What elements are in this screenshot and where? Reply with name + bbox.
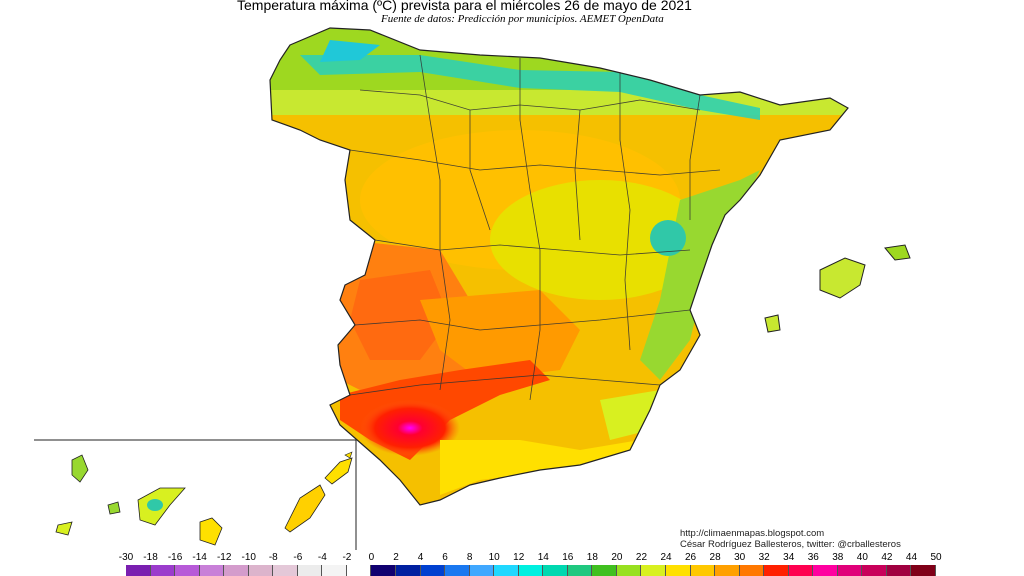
legend-tick-label: 32 (758, 552, 770, 563)
legend-tick-label: 18 (586, 552, 598, 563)
legend-tick-label: -4 (317, 552, 327, 563)
legend-tick-label: -12 (216, 552, 232, 563)
legend-swatch (715, 565, 740, 576)
legend-tick-label: 4 (417, 552, 424, 563)
legend-swatch (175, 565, 200, 576)
legend-tick-label: 6 (442, 552, 448, 563)
legend-swatch (567, 565, 593, 576)
legend-swatch (469, 565, 495, 576)
legend-tick-label: 8 (466, 552, 473, 563)
legend-swatch (273, 565, 298, 576)
balearic-islands (764, 244, 911, 333)
legend-swatch (616, 565, 642, 576)
legend-swatch (420, 565, 446, 576)
legend-tick-label: 28 (709, 552, 721, 563)
legend-tick-label: -8 (268, 552, 278, 563)
legend-swatch (396, 565, 421, 576)
credits-author: César Rodríguez Ballesteros, twitter: @c… (680, 539, 901, 550)
legend-swatch (518, 565, 544, 576)
legend-tick-label: 44 (905, 552, 918, 563)
peninsula-outline (269, 27, 849, 506)
credits-url: http://climaenmapas.blogspot.com (680, 528, 825, 539)
legend-swatch (739, 565, 765, 576)
legend-tick-label: -30 (118, 552, 134, 563)
legend-swatch (322, 565, 347, 576)
legend-swatch (690, 565, 716, 576)
legend-swatch (248, 565, 274, 576)
legend-tick-label: -14 (192, 552, 207, 563)
legend-tick-label: 26 (684, 552, 697, 563)
legend-tick-label: 34 (783, 552, 795, 563)
legend-swatch (592, 565, 617, 576)
legend-tick-label: -6 (293, 552, 303, 563)
legend-swatch (764, 565, 789, 576)
legend-tick-label: 2 (393, 552, 399, 563)
map-subtitle: Fuente de datos: Predicción por municipi… (381, 13, 664, 25)
legend-swatch (837, 565, 863, 576)
legend-swatch (911, 565, 936, 576)
legend-swatch (371, 565, 396, 576)
legend-swatch (666, 565, 691, 576)
map-title: Temperatura máxima (ºC) prevista para el… (237, 0, 692, 13)
peninsula (270, 28, 848, 505)
canary-inset-frame (34, 439, 357, 550)
legend-tick-label: 40 (856, 552, 868, 563)
legend-swatch (862, 565, 887, 576)
province-boundaries (349, 54, 721, 401)
legend-swatch (886, 565, 912, 576)
legend-tick-label: 12 (513, 552, 525, 563)
legend-tick-label: 42 (881, 552, 893, 563)
legend-tick-label: 14 (537, 552, 549, 563)
legend-tick-label: 50 (930, 552, 942, 563)
legend-swatch (297, 565, 323, 576)
legend-tick-label: 20 (611, 552, 623, 563)
legend-tick-label: 10 (488, 552, 500, 563)
legend-swatch (150, 565, 176, 576)
legend-tick-label: -16 (167, 552, 183, 563)
legend-tick-label: 16 (562, 552, 574, 563)
legend-swatch (224, 565, 249, 576)
legend-swatch (494, 565, 519, 576)
legend-tick-label: 36 (807, 552, 819, 563)
legend-tick-label: 22 (635, 552, 648, 563)
legend-swatch (346, 565, 372, 576)
legend-tick-label: -10 (241, 552, 256, 563)
legend-swatch (788, 565, 814, 576)
legend-swatch (641, 565, 666, 576)
legend-swatch (813, 565, 838, 576)
legend-tick-label: 30 (734, 552, 746, 563)
legend-swatch (445, 565, 470, 576)
legend-tick-label: -2 (342, 552, 352, 563)
credits: http://climaenmapas.blogspot.com César R… (680, 528, 901, 550)
legend-swatch (126, 565, 151, 576)
legend-tick-label: 0 (368, 552, 375, 563)
temperature-map (34, 27, 911, 550)
legend-swatch (199, 565, 225, 576)
legend-tick-label: 38 (832, 552, 844, 563)
legend-swatch (543, 565, 568, 576)
legend-tick-label: 24 (660, 552, 672, 563)
canary-islands (55, 451, 353, 546)
legend-tick-label: -18 (143, 552, 158, 563)
